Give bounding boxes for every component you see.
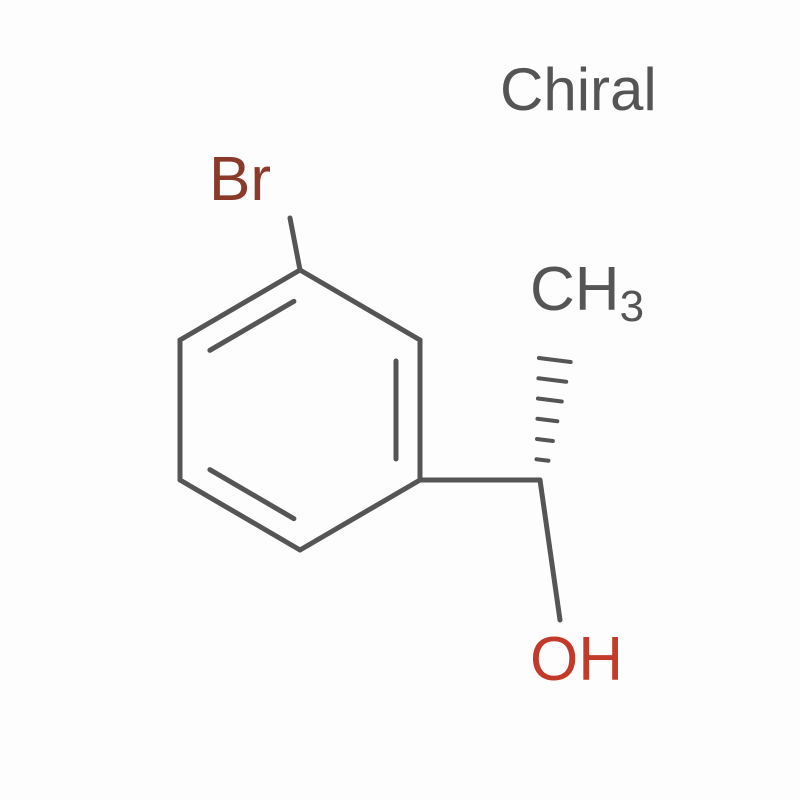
wedge-hash — [539, 358, 571, 362]
ring-bond — [180, 480, 300, 550]
wedge-hash — [537, 419, 557, 421]
wedge-hash — [538, 399, 562, 402]
ring-double-inner — [210, 470, 294, 519]
oh-atom-label: OH — [530, 625, 623, 694]
wedge-hash — [537, 459, 549, 460]
ring-double-inner — [210, 301, 294, 350]
ring-bond — [300, 480, 420, 550]
ring-bond — [300, 270, 420, 340]
bond-stereo-to-oh — [540, 480, 560, 620]
ring-bond — [180, 270, 300, 340]
molecule-diagram: Chiral Br CH3 OH — [0, 0, 800, 800]
br-atom-label: Br — [209, 145, 271, 214]
wedge-hash — [537, 439, 553, 441]
ch3-atom-label: CH3 — [530, 255, 644, 331]
bond-to-br — [290, 218, 300, 270]
chiral-label: Chiral — [500, 56, 657, 123]
wedge-hash — [538, 378, 566, 381]
